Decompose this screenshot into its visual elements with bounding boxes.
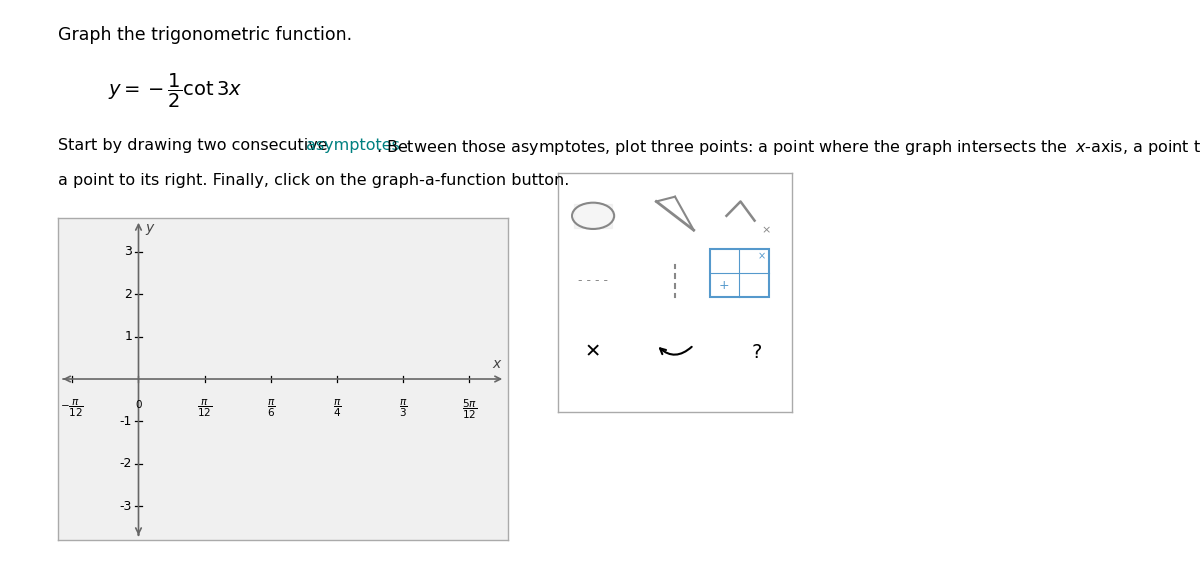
Text: $\dfrac{\pi}{3}$: $\dfrac{\pi}{3}$: [398, 398, 408, 419]
Text: -1: -1: [120, 415, 132, 428]
Text: $\dfrac{5\pi}{12}$: $\dfrac{5\pi}{12}$: [462, 398, 478, 422]
Text: $0$: $0$: [134, 398, 143, 410]
Text: +: +: [719, 279, 730, 291]
Text: $x$: $x$: [492, 357, 503, 372]
Text: . Between those asymptotes, plot three points: a point where the graph intersect: . Between those asymptotes, plot three p…: [376, 138, 1200, 157]
Text: asymptotes: asymptotes: [306, 138, 400, 153]
Text: Start by drawing two consecutive: Start by drawing two consecutive: [58, 138, 332, 153]
Text: ?: ?: [751, 343, 762, 362]
Text: $y = -\dfrac{1}{2}\cot 3x$: $y = -\dfrac{1}{2}\cot 3x$: [108, 72, 242, 110]
Text: ×: ×: [762, 225, 770, 235]
Text: a point to its right. Finally, click on the graph-a-function button.: a point to its right. Finally, click on …: [58, 173, 569, 188]
Text: -2: -2: [120, 457, 132, 471]
Bar: [710, 249, 769, 297]
Text: $\dfrac{\pi}{4}$: $\dfrac{\pi}{4}$: [332, 398, 341, 419]
Text: 1: 1: [125, 330, 132, 343]
Text: $\dfrac{\pi}{6}$: $\dfrac{\pi}{6}$: [266, 398, 275, 419]
Text: 2: 2: [125, 287, 132, 301]
Text: - - - -: - - - -: [578, 274, 608, 287]
Text: -3: -3: [120, 500, 132, 513]
Text: ✕: ✕: [584, 343, 601, 362]
Text: $y$: $y$: [145, 222, 156, 237]
Text: Graph the trigonometric function.: Graph the trigonometric function.: [58, 26, 352, 44]
Text: $-\dfrac{\pi}{12}$: $-\dfrac{\pi}{12}$: [60, 398, 84, 419]
Text: $\dfrac{\pi}{12}$: $\dfrac{\pi}{12}$: [197, 398, 212, 419]
Text: ×: ×: [757, 252, 766, 262]
Text: 3: 3: [125, 245, 132, 258]
